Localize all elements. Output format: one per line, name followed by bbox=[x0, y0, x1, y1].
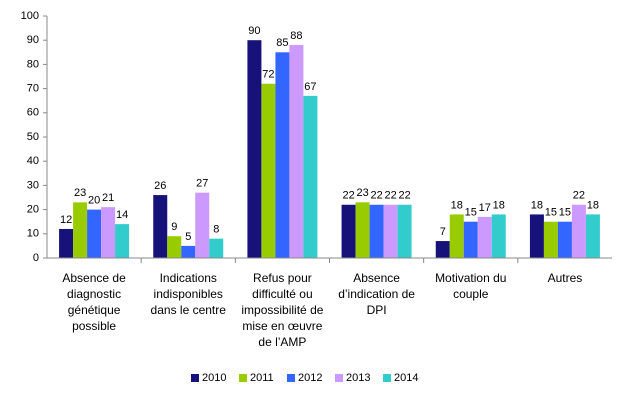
value-label: 12 bbox=[60, 214, 72, 226]
x-tick-label: Autres bbox=[547, 271, 583, 285]
legend-swatch bbox=[239, 374, 247, 382]
legend-swatch bbox=[191, 374, 199, 382]
bar bbox=[557, 221, 572, 258]
bar bbox=[289, 45, 304, 258]
value-label: 22 bbox=[398, 190, 410, 202]
y-tick-label: 30 bbox=[27, 179, 39, 191]
bar bbox=[115, 224, 130, 258]
value-label: 21 bbox=[102, 192, 114, 204]
value-label: 20 bbox=[88, 195, 100, 207]
bar bbox=[585, 214, 600, 258]
value-label: 18 bbox=[531, 199, 543, 211]
x-tick-label: Indications indisponibles dans le centre bbox=[150, 271, 226, 317]
y-tick-label: 0 bbox=[33, 252, 39, 264]
value-label: 14 bbox=[116, 209, 128, 221]
legend-label: 2012 bbox=[298, 372, 322, 384]
value-label: 8 bbox=[213, 224, 219, 236]
bar bbox=[247, 40, 262, 259]
bar bbox=[275, 52, 290, 258]
value-label: 17 bbox=[479, 202, 491, 214]
x-tick-label: Absence d’indication de DPI bbox=[338, 271, 415, 317]
value-label: 67 bbox=[304, 81, 316, 93]
bar bbox=[463, 221, 478, 258]
y-tick-label: 70 bbox=[27, 83, 39, 95]
legend-label: 2014 bbox=[394, 372, 418, 384]
bar bbox=[369, 204, 384, 258]
value-label: 22 bbox=[342, 190, 354, 202]
bar bbox=[153, 195, 168, 258]
y-tick-label: 50 bbox=[27, 131, 39, 143]
bar bbox=[435, 241, 450, 258]
bar bbox=[59, 228, 74, 258]
value-label: 22 bbox=[384, 190, 396, 202]
bar bbox=[341, 204, 356, 258]
bar bbox=[73, 202, 88, 258]
value-label: 15 bbox=[465, 207, 477, 219]
value-label: 90 bbox=[248, 25, 260, 37]
value-label: 23 bbox=[356, 187, 368, 199]
bar bbox=[195, 192, 210, 258]
bar bbox=[303, 95, 318, 258]
legend-swatch bbox=[335, 374, 343, 382]
value-label: 88 bbox=[290, 30, 302, 42]
value-label: 15 bbox=[545, 207, 557, 219]
legend-swatch bbox=[287, 374, 295, 382]
value-label: 15 bbox=[559, 207, 571, 219]
value-label: 26 bbox=[154, 180, 166, 192]
legend-swatch bbox=[383, 374, 391, 382]
value-label: 23 bbox=[74, 187, 86, 199]
bar bbox=[209, 238, 224, 258]
y-tick-label: 60 bbox=[27, 107, 39, 119]
value-label: 7 bbox=[440, 226, 446, 238]
value-label: 18 bbox=[493, 199, 505, 211]
bar bbox=[543, 221, 558, 258]
y-tick-label: 100 bbox=[21, 10, 39, 22]
value-label: 27 bbox=[196, 178, 208, 190]
bar bbox=[529, 214, 544, 258]
value-label: 18 bbox=[451, 199, 463, 211]
legend-label: 2011 bbox=[250, 372, 274, 384]
value-label: 5 bbox=[185, 231, 191, 243]
x-tick-label: Absence de diagnostic génétique possible bbox=[62, 271, 126, 333]
legend-label: 2010 bbox=[202, 372, 226, 384]
bar bbox=[397, 204, 412, 258]
bar bbox=[477, 216, 492, 258]
value-label: 22 bbox=[370, 190, 382, 202]
x-tick-label: Motivation du couple bbox=[435, 271, 507, 301]
bar bbox=[355, 202, 370, 258]
value-label: 22 bbox=[573, 190, 585, 202]
legend-label: 2013 bbox=[346, 372, 370, 384]
y-tick-label: 40 bbox=[27, 155, 39, 167]
y-tick-label: 80 bbox=[27, 58, 39, 70]
value-label: 72 bbox=[262, 69, 274, 81]
bar bbox=[87, 209, 102, 258]
value-label: 9 bbox=[171, 221, 177, 233]
bar bbox=[167, 236, 182, 258]
y-tick-label: 10 bbox=[27, 228, 39, 240]
value-label: 85 bbox=[276, 37, 288, 49]
x-tick-label: Refus pour difficulté ou impossibilité d… bbox=[241, 271, 324, 349]
y-tick-label: 20 bbox=[27, 204, 39, 216]
bar bbox=[491, 214, 506, 258]
bar bbox=[383, 204, 398, 258]
value-label: 18 bbox=[587, 199, 599, 211]
y-tick-label: 90 bbox=[27, 34, 39, 46]
bar bbox=[181, 245, 196, 258]
bar bbox=[571, 204, 586, 258]
bar bbox=[449, 214, 464, 258]
bar bbox=[101, 207, 116, 258]
bar bbox=[261, 83, 276, 258]
